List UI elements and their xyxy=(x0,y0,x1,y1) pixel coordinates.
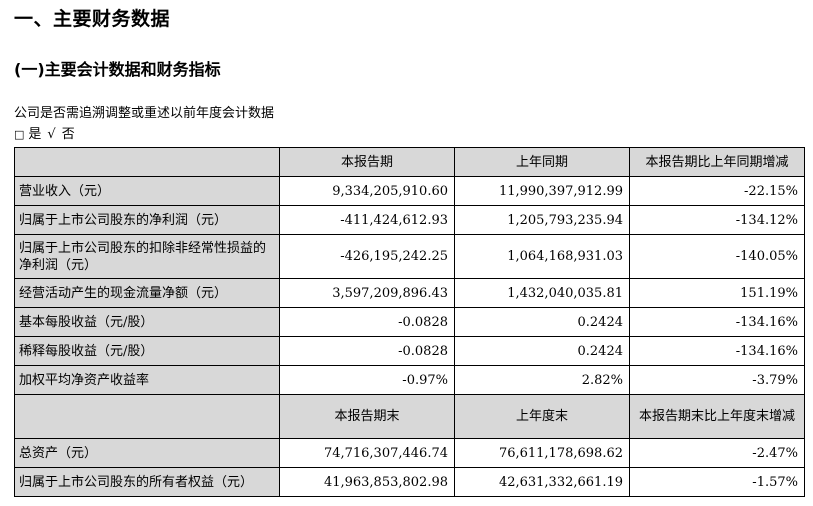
table-row: 归属于上市公司股东的扣除非经常性损益的净利润（元） -426,195,242.25… xyxy=(14,234,805,279)
column-header xyxy=(14,147,280,177)
value-cell: -0.0828 xyxy=(279,307,455,337)
column-header: 上年度末 xyxy=(454,394,630,439)
column-header: 本报告期 xyxy=(279,147,455,177)
value-cell: -22.15% xyxy=(629,176,805,206)
table-row: 归属于上市公司股东的净利润（元） -411,424,612.93 1,205,793… xyxy=(14,205,805,235)
value-cell: -0.0828 xyxy=(279,336,455,366)
value-cell: 2.82% xyxy=(454,365,630,395)
value-cell: -3.79% xyxy=(629,365,805,395)
column-header: 本报告期末比上年度末增减 xyxy=(629,394,805,439)
value-cell: -134.16% xyxy=(629,336,805,366)
value-cell: 74,716,307,446.74 xyxy=(279,438,455,468)
row-label: 稀释每股收益（元/股） xyxy=(14,336,280,366)
value-cell: -0.97% xyxy=(279,365,455,395)
value-cell: -134.16% xyxy=(629,307,805,337)
restatement-question: 公司是否需追溯调整或重述以前年度会计数据 xyxy=(14,106,275,121)
value-cell: 1,432,040,035.81 xyxy=(454,278,630,308)
row-label: 基本每股收益（元/股） xyxy=(14,307,280,337)
table-row: 归属于上市公司股东的所有者权益（元） 41,963,853,802.98 42,63… xyxy=(14,467,805,497)
checkbox-yes-icon: □ xyxy=(14,128,25,141)
row-label: 归属于上市公司股东的所有者权益（元） xyxy=(14,467,280,497)
value-cell: -140.05% xyxy=(629,234,805,279)
row-label: 经营活动产生的现金流量净额（元） xyxy=(14,278,280,308)
section-title: 一、主要财务数据 xyxy=(14,8,171,30)
check-mark-icon: √ xyxy=(47,127,56,142)
column-header: 上年同期 xyxy=(454,147,630,177)
value-cell: 11,990,397,912.99 xyxy=(454,176,630,206)
value-cell: 9,334,205,910.60 xyxy=(279,176,455,206)
table-row: 加权平均净资产收益率 -0.97% 2.82% -3.79% xyxy=(14,365,805,395)
option-yes-label: 是 xyxy=(28,127,42,142)
value-cell: 0.2424 xyxy=(454,307,630,337)
value-cell: 1,064,168,931.03 xyxy=(454,234,630,279)
column-header xyxy=(14,394,280,439)
row-label: 总资产（元） xyxy=(14,438,280,468)
value-cell: 3,597,209,896.43 xyxy=(279,278,455,308)
restatement-options: □ 是 √ 否 xyxy=(14,123,75,142)
table-header-row: 本报告期 上年同期 本报告期比上年同期增减 xyxy=(14,147,805,177)
column-header: 本报告期末 xyxy=(279,394,455,439)
value-cell: -1.57% xyxy=(629,467,805,497)
table-header-row: 本报告期末 上年度末 本报告期末比上年度末增减 xyxy=(14,394,805,439)
table-row: 基本每股收益（元/股） -0.0828 0.2424 -134.16% xyxy=(14,307,805,337)
value-cell: -411,424,612.93 xyxy=(279,205,455,235)
value-cell: -426,195,242.25 xyxy=(279,234,455,279)
value-cell: -134.12% xyxy=(629,205,805,235)
value-cell: 76,611,178,698.62 xyxy=(454,438,630,468)
table-row: 稀释每股收益（元/股） -0.0828 0.2424 -134.16% xyxy=(14,336,805,366)
table-row: 经营活动产生的现金流量净额（元） 3,597,209,896.43 1,432,04… xyxy=(14,278,805,308)
value-cell: 42,631,332,661.19 xyxy=(454,467,630,497)
value-cell: -2.47% xyxy=(629,438,805,468)
row-label: 营业收入（元） xyxy=(14,176,280,206)
option-no-label: 否 xyxy=(61,127,75,142)
subsection-title: (一)主要会计数据和财务指标 xyxy=(14,60,221,79)
financial-data-table: 本报告期 上年同期 本报告期比上年同期增减 营业收入（元） 9,334,205,910.… xyxy=(14,147,805,497)
value-cell: 0.2424 xyxy=(454,336,630,366)
table-row: 营业收入（元） 9,334,205,910.60 11,990,397,912.99… xyxy=(14,176,805,206)
value-cell: 1,205,793,235.94 xyxy=(454,205,630,235)
value-cell: 41,963,853,802.98 xyxy=(279,467,455,497)
table-row: 总资产（元） 74,716,307,446.74 76,611,178,698.62… xyxy=(14,438,805,468)
row-label: 加权平均净资产收益率 xyxy=(14,365,280,395)
column-header: 本报告期比上年同期增减 xyxy=(629,147,805,177)
row-label: 归属于上市公司股东的扣除非经常性损益的净利润（元） xyxy=(14,234,280,279)
value-cell: 151.19% xyxy=(629,278,805,308)
row-label: 归属于上市公司股东的净利润（元） xyxy=(14,205,280,235)
